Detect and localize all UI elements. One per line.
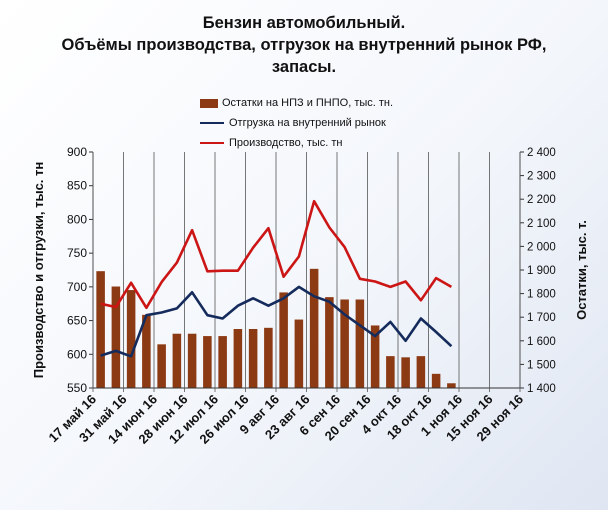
bar-stocks bbox=[203, 336, 212, 388]
bar-stocks bbox=[126, 290, 136, 388]
y-tick-label-right: 1 700 bbox=[527, 312, 556, 324]
bar-stocks bbox=[111, 286, 121, 388]
y-tick-label-right: 1 800 bbox=[527, 289, 556, 301]
y-tick-label-right: 1 900 bbox=[527, 265, 556, 277]
title-line-1: Бензин автомобильный. bbox=[202, 14, 406, 32]
y-tick-label-right: 2 400 bbox=[527, 147, 556, 159]
bar-stocks bbox=[370, 325, 380, 388]
legend-item-stocks: Остатки на НПЗ и ПНПО, тыс. тн. bbox=[200, 93, 393, 113]
legend-swatch-shipments bbox=[200, 122, 224, 124]
bar-stocks bbox=[431, 373, 441, 388]
bar-stocks bbox=[157, 344, 166, 388]
y-tick-label-right: 2 200 bbox=[527, 194, 556, 206]
bar-stocks bbox=[233, 329, 243, 388]
legend-swatch-stocks bbox=[200, 98, 218, 108]
legend: Остатки на НПЗ и ПНПО, тыс. тн. Отгрузка… bbox=[200, 93, 393, 153]
bar-stocks bbox=[172, 333, 182, 388]
bar-stocks bbox=[248, 329, 258, 388]
y-tick-label-right: 2 000 bbox=[527, 241, 556, 253]
chart-title: Бензин автомобильный. Объёмы производств… bbox=[0, 12, 608, 78]
y-tick-label-right: 1 600 bbox=[527, 336, 556, 348]
y-tick-label-left: 600 bbox=[67, 347, 87, 361]
bar-stocks bbox=[340, 299, 349, 388]
bar-stocks bbox=[355, 299, 365, 388]
bar-stocks bbox=[401, 357, 410, 388]
legend-label-stocks: Остатки на НПЗ и ПНПО, тыс. тн. bbox=[222, 97, 394, 109]
legend-item-shipments: Отгрузка на внутренний рынок bbox=[200, 113, 393, 133]
bar-stocks bbox=[279, 292, 288, 388]
y-tick-label-right: 1 500 bbox=[527, 359, 556, 371]
bar-stocks bbox=[142, 314, 151, 388]
legend-swatch-production bbox=[200, 142, 224, 144]
bar-stocks bbox=[264, 327, 273, 388]
line-shipments bbox=[100, 285, 453, 358]
legend-label-production: Производство, тыс. тн bbox=[229, 137, 343, 149]
bar-stocks bbox=[294, 319, 304, 388]
legend-label-shipments: Отгрузка на внутренний рынок bbox=[229, 117, 386, 129]
y-tick-label-right: 1 400 bbox=[527, 383, 556, 395]
y-tick-label-left: 850 bbox=[67, 179, 87, 193]
y-tick-label-left: 550 bbox=[67, 381, 87, 395]
y-axis-title-right: Остатки, тыс. т. bbox=[574, 220, 589, 320]
y-tick-label-left: 900 bbox=[67, 145, 87, 159]
bar-stocks bbox=[187, 333, 197, 388]
legend-item-production: Производство, тыс. тн bbox=[200, 133, 393, 153]
bar-stocks bbox=[218, 336, 227, 388]
bar-stocks bbox=[325, 297, 334, 388]
y-tick-label-left: 750 bbox=[67, 246, 87, 260]
title-line-2: Объёмы производства, отгрузок на внутрен… bbox=[61, 36, 547, 54]
y-tick-label-right: 2 300 bbox=[527, 171, 556, 183]
bar-stocks bbox=[309, 268, 319, 388]
title-line-3: запасы. bbox=[271, 58, 337, 76]
bar-stocks bbox=[447, 383, 456, 388]
y-tick-label-left: 700 bbox=[67, 280, 87, 294]
y-axis-title-left: Производство и отгрузки, тыс. тн bbox=[31, 162, 46, 378]
bar-stocks bbox=[96, 271, 105, 388]
y-tick-label-right: 2 100 bbox=[527, 218, 556, 230]
bar-stocks bbox=[386, 356, 395, 388]
bar-stocks bbox=[416, 356, 426, 388]
y-tick-label-left: 800 bbox=[67, 212, 87, 226]
line-production bbox=[100, 199, 453, 310]
y-tick-label-left: 650 bbox=[67, 314, 87, 328]
